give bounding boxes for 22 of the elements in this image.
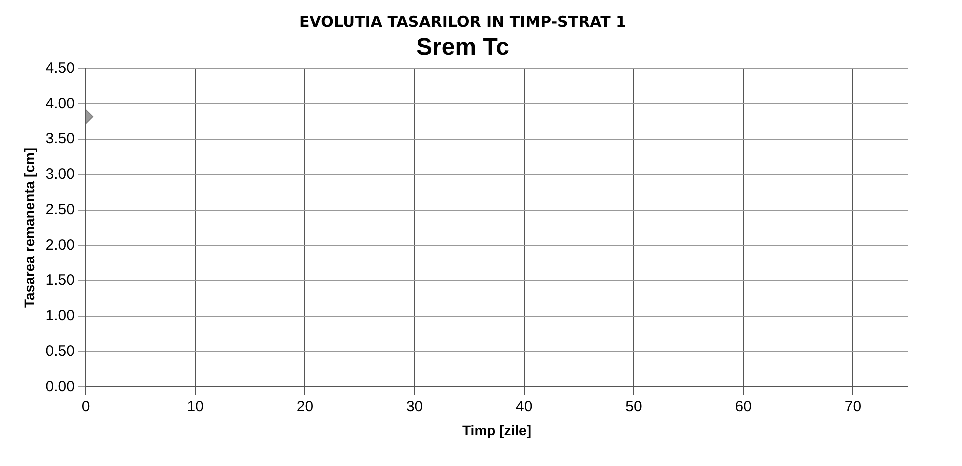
y-tick-label: 3.00 <box>46 166 75 184</box>
y-tick-label: 1.50 <box>46 272 75 290</box>
chart-subtitle: Srem Tc <box>416 34 510 62</box>
y-tick-label: 4.00 <box>46 95 75 112</box>
y-tick-label: 0.00 <box>46 378 75 396</box>
x-tick-label: 70 <box>844 398 862 416</box>
x-tick-label: 0 <box>82 398 90 416</box>
x-tick-label: 10 <box>187 398 204 416</box>
x-tick-label: 60 <box>735 398 752 416</box>
x-tick-label: 30 <box>406 398 424 416</box>
y-tick-label: 2.00 <box>46 236 75 254</box>
y-tick-label: 0.50 <box>46 342 75 360</box>
y-tick-label: 3.50 <box>46 130 75 148</box>
y-tick-label: 1.00 <box>46 308 75 325</box>
x-tick-label: 20 <box>296 398 314 416</box>
y-tick-label: 4.50 <box>46 60 75 77</box>
chart-title: EVOLUTIA TASARILOR IN TIMP-STRAT 1 <box>300 12 626 31</box>
x-axis-title: Timp [zile] <box>462 422 532 438</box>
y-tick-label: 2.50 <box>46 201 75 218</box>
x-tick-label: 50 <box>626 398 642 416</box>
x-tick-label: 40 <box>516 398 533 416</box>
y-axis-title: Tasarea remanenta [cm] <box>21 148 38 308</box>
